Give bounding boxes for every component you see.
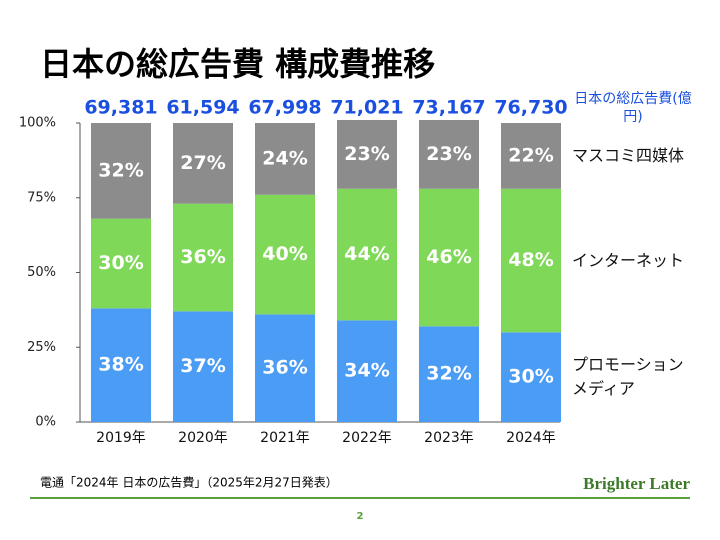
value-label: 32%: [426, 363, 471, 385]
y-tick-label: 75%: [27, 190, 56, 205]
total-label: 73,167: [412, 97, 485, 119]
chart-title: 日本の総広告費 構成費推移: [40, 45, 435, 83]
value-label: 23%: [344, 143, 389, 165]
value-label: 22%: [508, 144, 553, 166]
x-tick-label: 2020年: [178, 430, 228, 446]
bar-segment: [501, 332, 561, 422]
totals-label: 日本の総広告費(億円): [574, 91, 692, 125]
bar-segment: [255, 123, 315, 195]
legend-label: インターネット: [572, 250, 685, 270]
bar-segment: [91, 218, 151, 309]
source: 電通「2024年 日本の広告費」（2025年2月27日発表）: [40, 475, 338, 490]
bar-segment: [173, 311, 233, 422]
bar-segment: [255, 194, 315, 315]
legend-label: プロモーションメディア: [572, 355, 684, 399]
x-tick-label: 2021年: [260, 430, 310, 446]
value-label: 30%: [98, 252, 143, 274]
value-label: 46%: [426, 246, 471, 268]
bar-segment: [173, 203, 233, 312]
bar-segment: [501, 188, 561, 333]
y-tick-label: 25%: [27, 340, 56, 355]
total-label: 76,730: [494, 97, 567, 119]
value-label: 36%: [180, 246, 225, 268]
bar-segment: [501, 123, 561, 189]
value-label: 24%: [262, 147, 307, 169]
bar-segment: [337, 188, 397, 321]
page-number: 2: [357, 511, 364, 522]
value-label: 34%: [344, 360, 389, 382]
x-tick-label: 2019年: [96, 430, 146, 446]
brand: Brighter Later: [583, 474, 690, 493]
bar-segment: [91, 123, 151, 219]
bar-segment: [173, 123, 233, 204]
value-label: 37%: [180, 355, 225, 377]
total-label: 69,381: [84, 97, 157, 119]
bar-segment: [337, 120, 397, 189]
x-tick-label: 2022年: [342, 430, 392, 446]
value-label: 32%: [98, 159, 143, 181]
value-label: 38%: [98, 354, 143, 376]
y-tick-label: 50%: [27, 265, 56, 280]
x-tick-label: 2024年: [506, 430, 556, 446]
x-tick-label: 2023年: [424, 430, 474, 446]
bar-segment: [419, 188, 479, 327]
bar-segment: [337, 320, 397, 422]
value-label: 48%: [508, 249, 553, 271]
bar-segment: [255, 314, 315, 422]
bar-segment: [419, 326, 479, 422]
value-label: 27%: [180, 152, 225, 174]
value-label: 36%: [262, 357, 307, 379]
value-label: 23%: [426, 143, 471, 165]
value-label: 40%: [262, 243, 307, 265]
total-label: 61,594: [166, 97, 239, 119]
y-tick-label: 100%: [19, 116, 56, 131]
value-label: 30%: [508, 366, 553, 388]
total-label: 67,998: [248, 97, 321, 119]
value-label: 44%: [344, 243, 389, 265]
bar-segment: [91, 308, 151, 422]
y-tick-label: 0%: [35, 415, 56, 430]
legend-label: マスコミ四媒体: [572, 145, 685, 165]
bar-segment: [419, 120, 479, 189]
total-label: 71,021: [330, 97, 403, 119]
